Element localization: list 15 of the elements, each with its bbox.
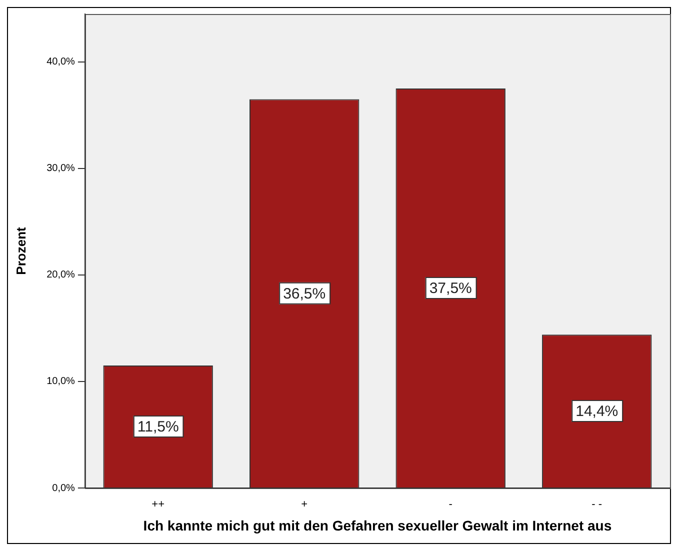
y-tick-label: 0,0% <box>52 482 76 494</box>
y-axis-title: Prozent <box>13 226 28 275</box>
x-tick-label: ++ <box>152 498 165 511</box>
y-tick-label: 40,0% <box>46 56 76 68</box>
data-label: 14,4% <box>576 403 618 420</box>
y-tick-label: 10,0% <box>46 376 76 388</box>
x-tick-label: + <box>301 498 308 511</box>
data-label: 37,5% <box>429 280 472 298</box>
y-tick-label: 30,0% <box>46 163 76 174</box>
y-tick-label: 20,0% <box>46 270 76 281</box>
x-tick-label: - - <box>592 498 602 511</box>
x-tick-label: - <box>448 498 453 511</box>
data-label: 11,5% <box>137 418 179 436</box>
data-label: 36,5% <box>283 285 326 302</box>
x-axis-title: Ich kannte mich gut mit den Gefahren sexueller Gewalt im Internet aus <box>143 517 612 534</box>
